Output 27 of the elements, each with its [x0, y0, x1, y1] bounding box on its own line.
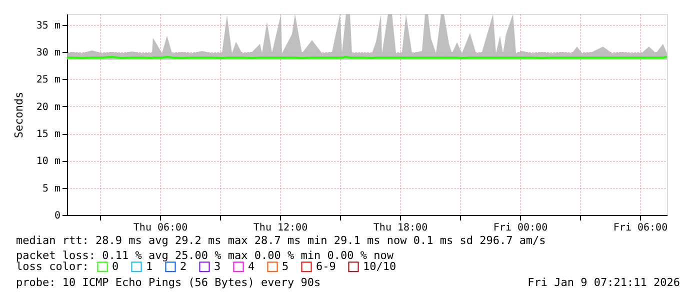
y-tick-label: 30 m — [36, 48, 60, 59]
x-tick-label: Thu 18:00 — [373, 222, 428, 234]
y-tick-label: 20 m — [36, 102, 60, 113]
x-tick-label: Thu 06:00 — [133, 222, 188, 234]
legend-label: 0 — [112, 260, 119, 273]
legend-label: 1 — [146, 260, 153, 273]
y-tick-label: 5 m — [42, 183, 60, 194]
x-tick-label: Fri 00:00 — [493, 222, 548, 234]
y-tick-label: 10 m — [36, 156, 60, 168]
y-axis-title: Seconds — [12, 92, 26, 138]
legend-title: loss color: — [16, 260, 89, 273]
legend-label: 5 — [282, 260, 289, 273]
text: probe: 10 ICMP Echo Pings (56 Bytes) every 90s — [16, 276, 321, 289]
x-tick-label: Fri 06:00 — [613, 222, 668, 234]
text: median rtt: 28.9 ms avg 29.2 ms max 28.7 ms min 29.1 ms now 0.1 ms sd 296.7 am/s — [16, 234, 546, 247]
y-tick-label: 0 — [54, 210, 60, 222]
legend-label: 2 — [180, 260, 187, 273]
legend-label: 6-9 — [316, 260, 336, 273]
legend-label: 10/10 — [363, 260, 396, 273]
x-tick-label: Thu 12:00 — [253, 222, 308, 234]
y-tick-label: 25 m — [36, 74, 60, 86]
text: packet loss: 0.11 % avg 25.00 % max 0.00 % min 0.00 % now — [16, 249, 394, 262]
legend-label: 3 — [214, 260, 221, 273]
y-tick-label: 35 m — [36, 20, 60, 32]
y-tick-label: 15 m — [36, 129, 60, 140]
text: Fri Jan 9 07:21:11 2026 — [528, 276, 680, 289]
legend-label: 4 — [248, 260, 255, 273]
